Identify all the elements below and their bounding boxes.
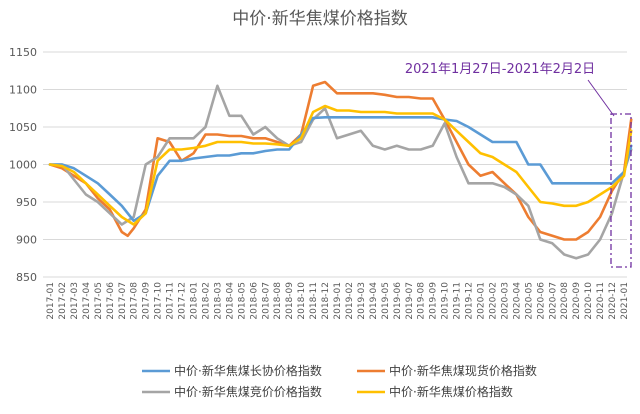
x-tick-label: 2019-06 bbox=[393, 282, 403, 320]
annotation-label: 2021年1月27日-2021年2月2日 bbox=[405, 62, 595, 77]
x-tick-label: 2018-10 bbox=[297, 282, 307, 320]
x-tick-label: 2018-03 bbox=[213, 282, 223, 320]
x-tick-label: 2019-04 bbox=[369, 282, 379, 320]
x-tick-label: 2017-05 bbox=[94, 282, 104, 320]
x-tick-label: 2018-09 bbox=[285, 282, 295, 320]
x-tick-label: 2020-04 bbox=[512, 282, 522, 320]
x-tick-label: 2017-08 bbox=[130, 282, 140, 320]
legend-label-3: 中价·新华焦煤价格指数 bbox=[389, 384, 513, 399]
x-tick-label: 2017-09 bbox=[142, 282, 152, 320]
chart-title: 中价·新华焦煤价格指数 bbox=[232, 9, 407, 29]
x-tick-label: 2019-02 bbox=[345, 282, 355, 320]
x-tick-label: 2019-07 bbox=[405, 282, 415, 320]
x-tick-label: 2017-06 bbox=[106, 282, 116, 320]
x-tick-label: 2017-10 bbox=[154, 282, 164, 320]
x-tick-label: 2021-01 bbox=[620, 282, 630, 320]
plot-area bbox=[48, 80, 633, 260]
x-tick-label: 2020-12 bbox=[608, 282, 618, 320]
x-tick-label: 2018-05 bbox=[237, 282, 247, 320]
x-tick-label: 2018-01 bbox=[190, 282, 200, 320]
series-line-2 bbox=[48, 84, 633, 260]
x-tick-label: 2017-11 bbox=[166, 282, 176, 320]
y-tick-label: 1050 bbox=[9, 121, 37, 134]
x-tick-label: 2020-01 bbox=[477, 282, 487, 320]
x-tick-label: 2020-08 bbox=[560, 282, 570, 320]
x-tick-label: 2018-07 bbox=[261, 282, 271, 320]
x-tick-label: 2020-02 bbox=[488, 282, 498, 320]
x-tick-label: 2017-12 bbox=[178, 282, 188, 320]
x-tick-label: 2019-05 bbox=[381, 282, 391, 320]
highlight-box bbox=[610, 113, 632, 268]
annotation-leader-line bbox=[587, 79, 615, 117]
x-tick-label: 2019-10 bbox=[441, 282, 451, 320]
x-tick-label: 2020-09 bbox=[572, 282, 582, 320]
x-tick-label: 2018-06 bbox=[249, 282, 259, 320]
x-tick-label: 2018-12 bbox=[321, 282, 331, 320]
x-tick-label: 2017-03 bbox=[70, 282, 80, 320]
x-tick-label: 2019-09 bbox=[429, 282, 439, 320]
x-tick-label: 2019-12 bbox=[465, 282, 475, 320]
x-tick-label: 2018-02 bbox=[201, 282, 211, 320]
x-tick-label: 2017-07 bbox=[118, 282, 128, 320]
annotation: 2021年1月27日-2021年2月2日 bbox=[405, 62, 632, 268]
x-tick-label: 2019-03 bbox=[357, 282, 367, 320]
legend-label-0: 中价·新华焦煤长协价格指数 bbox=[174, 363, 322, 378]
x-tick-label: 2020-10 bbox=[584, 282, 594, 320]
x-tick-label: 2018-11 bbox=[309, 282, 319, 320]
x-tick-label: 2017-02 bbox=[58, 282, 68, 320]
x-tick-label: 2020-07 bbox=[548, 282, 558, 320]
x-tick-label: 2020-03 bbox=[500, 282, 510, 320]
x-tick-label: 2020-11 bbox=[596, 282, 606, 320]
x-tick-label: 2017-04 bbox=[82, 282, 92, 320]
legend-label-1: 中价·新华焦煤现货价格指数 bbox=[389, 363, 537, 378]
x-tick-label: 2019-08 bbox=[417, 282, 427, 320]
x-tick-label: 2018-08 bbox=[273, 282, 283, 320]
x-tick-label: 2020-06 bbox=[536, 282, 546, 320]
legend-label-2: 中价·新华焦煤竞价价格指数 bbox=[174, 384, 322, 399]
x-tick-label: 2017-01 bbox=[46, 282, 56, 320]
x-axis: 2017-01 2017-02 2017-03 2017-04 2017-05 2017-… bbox=[46, 282, 630, 320]
x-tick-label: 2018-04 bbox=[225, 282, 235, 320]
y-tick-label: 900 bbox=[16, 234, 37, 247]
series-line-3 bbox=[48, 104, 633, 226]
y-axis: 850 900 950 1000 1050 1100 1150 bbox=[9, 46, 37, 284]
x-tick-label: 2020-05 bbox=[524, 282, 534, 320]
x-tick-label: 2019-01 bbox=[333, 282, 343, 320]
y-tick-label: 1100 bbox=[9, 84, 37, 97]
y-tick-label: 1000 bbox=[9, 159, 37, 172]
y-tick-label: 1150 bbox=[9, 46, 37, 59]
y-tick-label: 950 bbox=[16, 196, 37, 209]
x-tick-label: 2019-11 bbox=[453, 282, 463, 320]
series-line-1 bbox=[48, 80, 633, 241]
gridlines bbox=[43, 51, 627, 278]
y-tick-label: 850 bbox=[16, 271, 37, 284]
